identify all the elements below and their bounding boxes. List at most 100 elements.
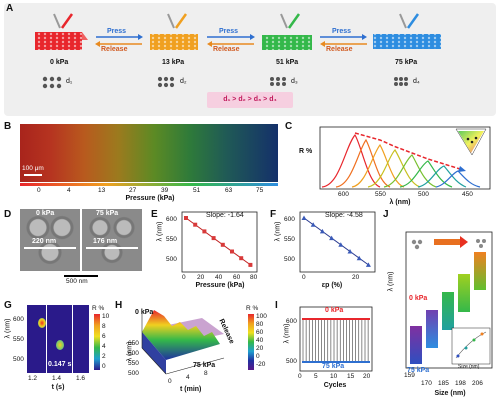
release-label-1: Release	[101, 46, 128, 53]
i-ylabel: λ (nm)	[283, 323, 291, 344]
panel-h-3d-map	[141, 310, 225, 375]
h-start: 0 kPa	[135, 309, 154, 316]
pressure-0: 0 kPa	[50, 59, 69, 66]
h-cbar-6: -20	[256, 361, 266, 368]
h-end: 75 kPa	[193, 362, 216, 369]
panel-b-label: B	[4, 121, 12, 132]
c-xlabel: λ (nm)	[389, 199, 411, 206]
j-top-label: 0 kPa	[409, 295, 428, 302]
f-xlabel: εp (%)	[321, 282, 343, 289]
distance-d1: d₁	[66, 78, 73, 85]
h-xtick-1: 4	[186, 374, 190, 381]
e-ytick-1: 550	[166, 236, 177, 243]
b-tick-4: 39	[161, 187, 169, 194]
f-point	[319, 228, 325, 234]
panel-g-label: G	[4, 300, 12, 311]
g-cbar-4: 2	[102, 353, 106, 360]
c-xtick-3: 450	[462, 191, 473, 198]
press-label-2: Press	[219, 28, 239, 35]
c-xtick-2: 500	[418, 191, 429, 198]
g-cbar-5: 0	[102, 363, 106, 370]
pressure-13: 13 kPa	[162, 59, 185, 66]
g-xlabel: t (s)	[51, 384, 65, 391]
panel-j-label: J	[383, 209, 389, 220]
g-xtick-2: 1.6	[76, 375, 86, 382]
i-ytick-1: 500	[286, 358, 297, 365]
b-tick-5: 51	[193, 187, 201, 194]
g-cbar-1: 8	[102, 323, 106, 330]
g-heatmap	[27, 305, 89, 373]
e-point	[184, 216, 188, 220]
panel-i-cycles	[299, 306, 373, 372]
b-tick-7: 75	[256, 187, 264, 194]
e-ytick-0: 600	[166, 216, 177, 223]
e-xtick-0: 0	[182, 274, 186, 281]
panel-e-plot	[181, 211, 258, 273]
f-point	[365, 262, 371, 267]
e-xtick-2: 40	[215, 274, 223, 281]
panel-h-label: H	[115, 300, 123, 311]
distance-relation: d₁ > d₂ > d₃ > d₄	[207, 92, 293, 108]
j-xtick-1: 170	[421, 380, 432, 387]
f-xtick-1: 20	[352, 274, 360, 281]
b-tick-3: 27	[129, 187, 137, 194]
e-ytick-2: 500	[166, 256, 177, 263]
scale-bar-label-b: 100 μm	[22, 165, 44, 172]
optical-micrograph-strip	[20, 124, 278, 182]
b-tick-6: 63	[225, 187, 233, 194]
f-point	[310, 222, 316, 227]
h-cbar-5: 0	[256, 353, 260, 360]
g-ylabel: λ (nm)	[4, 318, 12, 339]
d-right-title: 75 kPa	[96, 210, 119, 217]
i-xlabel: Cycles	[323, 382, 347, 389]
pressure-gradient-bar	[20, 183, 278, 186]
press-label-1: Press	[107, 28, 127, 35]
g-spot-2	[56, 340, 64, 350]
panel-e-label: E	[151, 209, 158, 220]
e-point	[239, 256, 244, 261]
j-xlabel: Size (nm)	[434, 390, 466, 397]
h-cbar-0: 100	[256, 313, 267, 320]
panel-i-label: I	[275, 300, 278, 311]
f-point	[347, 249, 353, 254]
i-bottom-label: 75 kPa	[322, 363, 345, 370]
film-0kpa	[35, 32, 88, 50]
b-tick-0: 0	[37, 187, 41, 194]
c-xtick-1: 550	[375, 191, 386, 198]
d-left-size: 220 nm	[32, 238, 57, 245]
e-point	[220, 242, 225, 247]
g-ytick-1: 550	[13, 336, 24, 343]
film-13kpa	[150, 34, 198, 50]
e-point	[211, 236, 216, 241]
h-ytick-1: 600	[128, 350, 139, 357]
i-xtick-0: 0	[298, 373, 302, 380]
g-xtick-1: 1.4	[52, 375, 62, 382]
h-ytick-3: 500	[128, 370, 139, 377]
d-right-size: 176 nm	[93, 238, 118, 245]
panel-f-label: F	[270, 209, 277, 220]
f-slope: Slope: -4.58	[325, 212, 363, 219]
g-cbar-0: 10	[102, 313, 110, 320]
h-cbar-1: 80	[256, 321, 264, 328]
g-marker-2	[72, 305, 73, 373]
e-xtick-1: 20	[197, 274, 205, 281]
g-spot-1	[38, 318, 46, 328]
f-point	[301, 215, 307, 220]
g-marker-1	[46, 305, 47, 373]
f-ytick-0: 600	[284, 216, 295, 223]
h-ytick-0: 650	[128, 340, 139, 347]
b-tick-1: 4	[67, 187, 71, 194]
d-scale-bar	[64, 275, 98, 277]
h-cbar-3: 40	[256, 337, 264, 344]
g-cbar-3: 4	[102, 343, 106, 350]
h-cbar-4: 20	[256, 345, 264, 352]
panel-a-illustration	[35, 13, 441, 89]
panel-d-label: D	[4, 209, 12, 220]
e-xtick-3: 60	[233, 274, 241, 281]
g-cbar-2: 6	[102, 333, 106, 340]
release-label-2: Release	[213, 46, 240, 53]
j-xtick-3: 198	[455, 380, 466, 387]
h-xtick-2: 8	[204, 370, 208, 377]
scale-bar-b	[24, 174, 42, 176]
j-xtick-2: 185	[438, 380, 449, 387]
